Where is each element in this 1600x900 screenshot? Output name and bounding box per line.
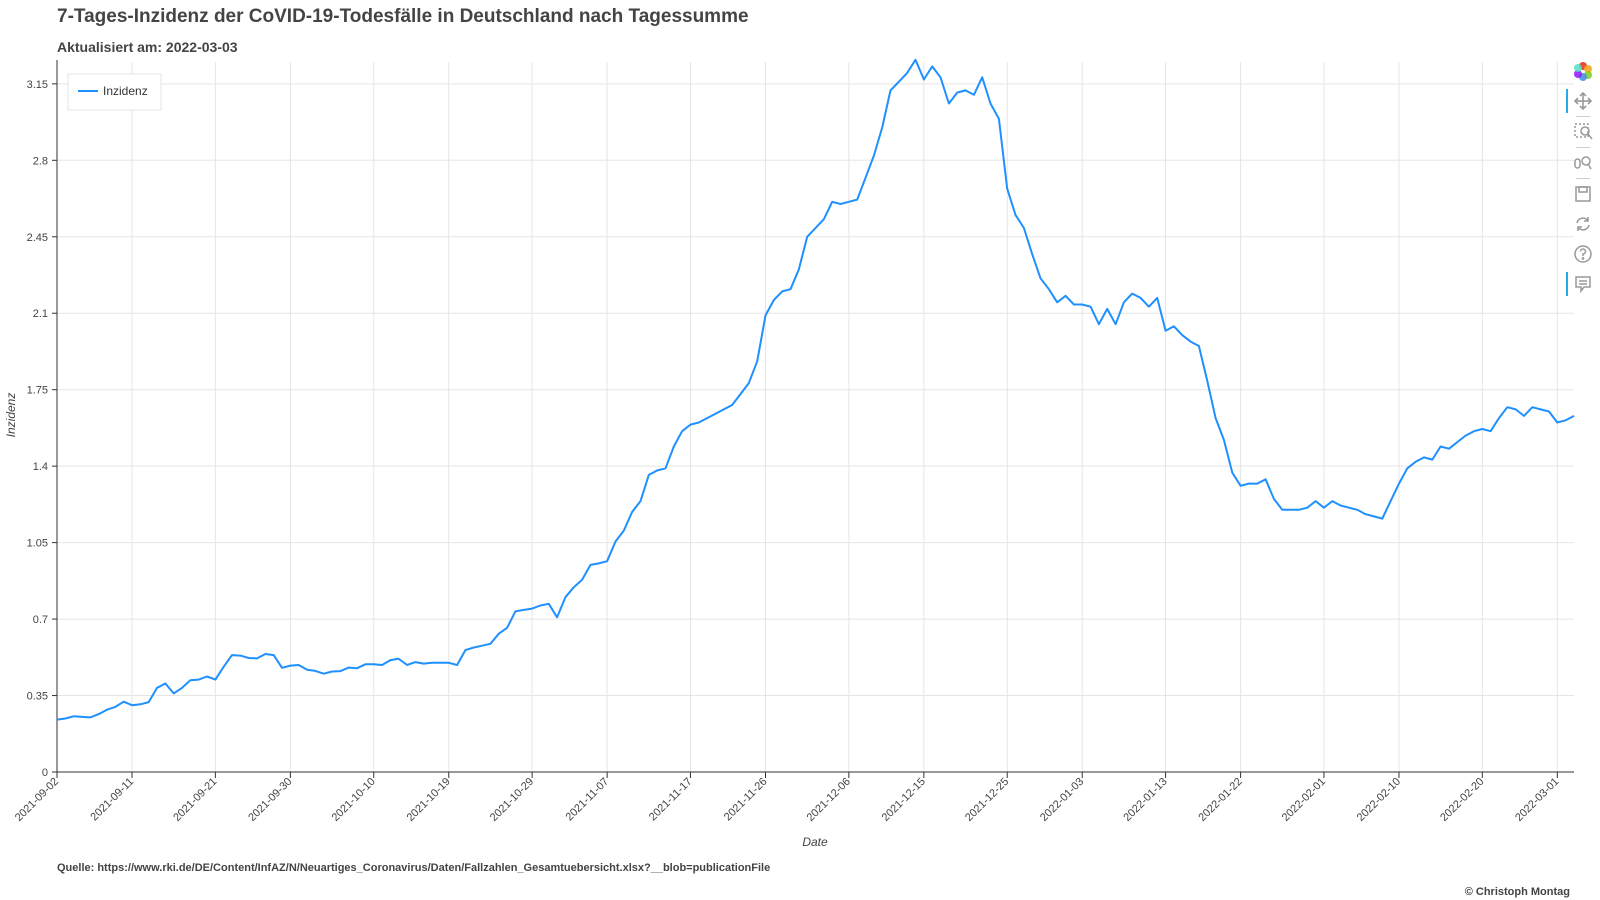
x-axis-label: Date xyxy=(802,835,828,849)
x-tick-label: 2021-11-07 xyxy=(564,776,612,824)
x-tick-label: 2022-01-13 xyxy=(1121,776,1169,824)
y-tick-label: 3.15 xyxy=(27,79,48,91)
x-tick-label: 2022-02-01 xyxy=(1280,776,1328,824)
x-tick-label: 2021-12-25 xyxy=(963,776,1011,824)
x-tick-label: 2022-03-01 xyxy=(1513,776,1561,824)
toolbar-divider xyxy=(1576,178,1590,179)
grid-lines xyxy=(56,62,1574,773)
series-layer xyxy=(56,58,1575,721)
y-tick-label: 2.1 xyxy=(33,308,48,320)
y-axis: 0 0.35 0.7 1.05 1.4 1.75 2.1 2.45 2.8 3.15 xyxy=(27,60,58,779)
x-axis: 2021-09-02 2021-09-11 2021-09-21 2021-09-30… xyxy=(13,771,1574,824)
y-axis-label: Inzidenz xyxy=(4,393,18,438)
x-tick-label: 2021-12-06 xyxy=(805,776,853,824)
x-tick-label: 2022-01-03 xyxy=(1038,776,1086,824)
y-tick-label: 0.35 xyxy=(27,691,48,703)
x-tick-label: 2021-09-21 xyxy=(171,776,219,824)
help-icon[interactable] xyxy=(1568,239,1598,269)
x-tick-label: 2022-02-10 xyxy=(1355,776,1403,824)
x-tick-label: 2021-11-17 xyxy=(647,776,695,824)
toolbar-divider xyxy=(1576,147,1590,148)
source-note: Quelle: https://www.rki.de/DE/Content/In… xyxy=(57,862,771,874)
toolbar-divider xyxy=(1576,116,1590,117)
x-tick-label: 2022-01-22 xyxy=(1196,776,1244,824)
series-line-inzidenz xyxy=(56,58,1575,721)
x-tick-label: 2021-10-29 xyxy=(488,776,536,824)
legend: Inzidenz xyxy=(67,73,162,111)
hover-icon[interactable] xyxy=(1566,269,1598,299)
x-tick-label: 2021-10-19 xyxy=(405,776,453,824)
plot-toolbar xyxy=(1566,56,1598,299)
y-tick-label: 2.8 xyxy=(33,155,48,167)
pan-icon[interactable] xyxy=(1566,86,1598,116)
legend-label: Inzidenz xyxy=(103,84,148,98)
y-tick-label: 2.45 xyxy=(27,232,48,244)
wheel-zoom-icon[interactable] xyxy=(1568,148,1598,178)
save-icon[interactable] xyxy=(1568,179,1598,209)
y-tick-label: 0.7 xyxy=(33,614,48,626)
y-tick-label: 1.75 xyxy=(27,385,48,397)
x-tick-label: 2022-02-20 xyxy=(1438,776,1486,824)
y-tick-label: 1.05 xyxy=(27,538,48,550)
x-tick-label: 2021-09-02 xyxy=(13,776,61,824)
y-tick-label: 1.4 xyxy=(33,461,48,473)
box-zoom-icon[interactable] xyxy=(1568,117,1598,147)
y-tick-label: 0 xyxy=(42,767,48,779)
copyright-note: © Christoph Montag xyxy=(1464,886,1570,898)
x-tick-label: 2021-09-30 xyxy=(246,776,294,824)
x-tick-label: 2021-10-10 xyxy=(330,776,378,824)
chart-subtitle: Aktualisiert am: 2022-03-03 xyxy=(57,39,238,55)
bokeh-logo-icon[interactable] xyxy=(1568,56,1598,86)
chart-title: 7-Tages-Inzidenz der CoVID-19-Todesfälle… xyxy=(57,6,749,27)
x-tick-label: 2021-11-26 xyxy=(722,776,770,824)
reset-icon[interactable] xyxy=(1568,209,1598,239)
x-tick-label: 2021-09-11 xyxy=(88,776,136,824)
x-tick-label: 2021-12-15 xyxy=(880,776,928,824)
